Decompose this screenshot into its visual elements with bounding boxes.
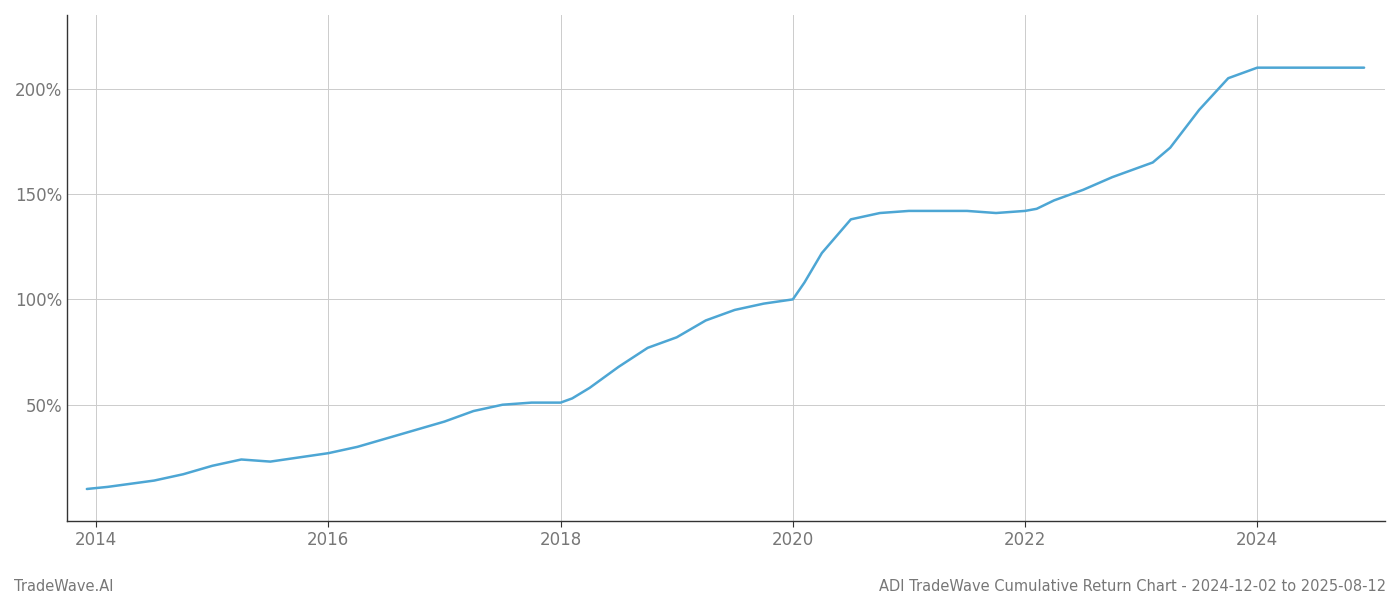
Text: TradeWave.AI: TradeWave.AI	[14, 579, 113, 594]
Text: ADI TradeWave Cumulative Return Chart - 2024-12-02 to 2025-08-12: ADI TradeWave Cumulative Return Chart - …	[879, 579, 1386, 594]
